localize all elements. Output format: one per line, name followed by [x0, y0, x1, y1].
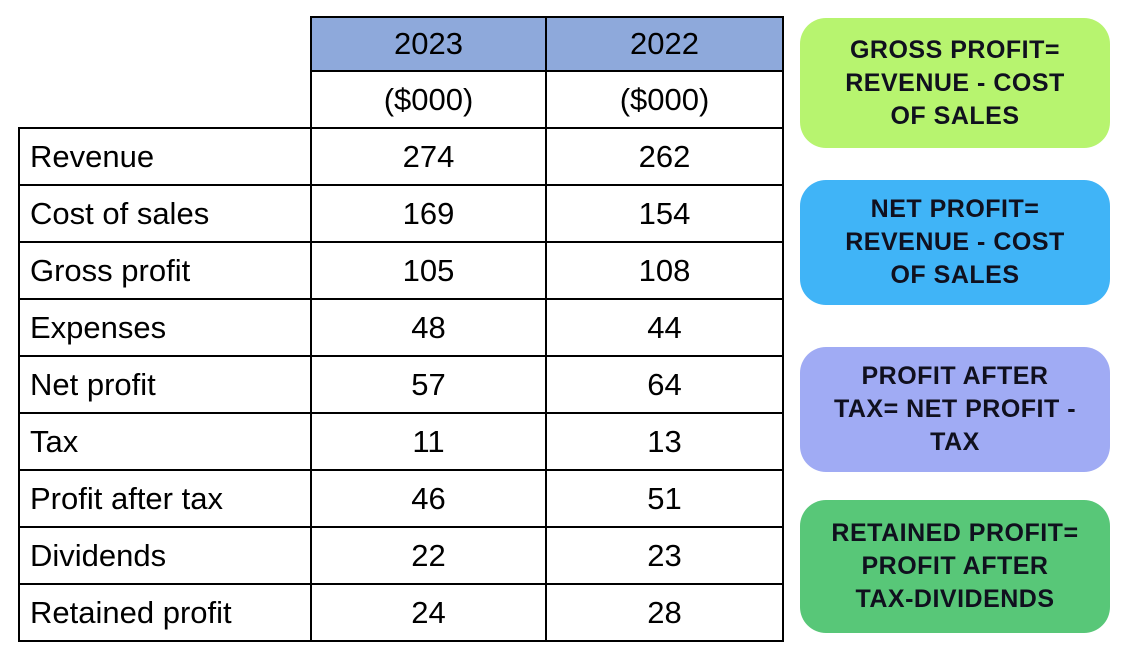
table-row-gross-profit: Gross profit 105 108	[18, 241, 784, 300]
table-unit-header-row: ($000) ($000)	[19, 70, 784, 129]
value-2023: 274	[310, 127, 547, 186]
table-row-tax: Tax 11 13	[18, 412, 784, 471]
table-year-header-row: 2023 2022	[19, 16, 784, 72]
row-label: Net profit	[18, 355, 312, 414]
value-2022: 44	[545, 298, 784, 357]
value-2023: 48	[310, 298, 547, 357]
table-row-retained-profit: Retained profit 24 28	[18, 583, 784, 642]
table-row-net-profit: Net profit 57 64	[18, 355, 784, 414]
value-2022: 28	[545, 583, 784, 642]
callout-line: OF SALES	[890, 261, 1020, 289]
callout-line: REVENUE - COST	[845, 228, 1065, 256]
row-label: Cost of sales	[18, 184, 312, 243]
callout-line: TAX= NET PROFIT -	[833, 395, 1077, 423]
callout-profit-after-tax-formula: PROFIT AFTER TAX= NET PROFIT - TAX	[800, 347, 1110, 472]
value-2023: 105	[310, 241, 547, 300]
callout-line: GROSS PROFIT=	[849, 35, 1060, 64]
table-row-expenses: Expenses 48 44	[18, 298, 784, 357]
callout-line: OF SALES	[890, 101, 1020, 130]
table-row-revenue: Revenue 274 262	[18, 127, 784, 186]
callout-retained-profit-formula: RETAINED PROFIT= PROFIT AFTER TAX-DIVIDE…	[800, 500, 1110, 633]
row-label: Retained profit	[18, 583, 312, 642]
value-2022: 13	[545, 412, 784, 471]
callout-net-profit-formula: NET PROFIT= REVENUE - COST OF SALES	[800, 180, 1110, 305]
value-2022: 262	[545, 127, 784, 186]
callout-gross-profit-formula: GROSS PROFIT= REVENUE - COST OF SALES	[800, 18, 1110, 148]
year-header-2022: 2022	[545, 16, 784, 72]
unit-cell-2023: ($000)	[310, 70, 547, 129]
row-label: Profit after tax	[18, 469, 312, 528]
financial-table: 2023 2022 ($000) ($000) Revenue 274 262 …	[18, 16, 784, 642]
callout-line: TAX-DIVIDENDS	[855, 585, 1055, 613]
unit-cell-2022: ($000)	[545, 70, 784, 129]
callout-line: TAX	[930, 428, 980, 456]
value-2022: 154	[545, 184, 784, 243]
year-header-2023: 2023	[310, 16, 547, 72]
table-row-cost-of-sales: Cost of sales 169 154	[18, 184, 784, 243]
row-label: Revenue	[18, 127, 312, 186]
value-2023: 11	[310, 412, 547, 471]
value-2022: 108	[545, 241, 784, 300]
value-2023: 169	[310, 184, 547, 243]
value-2023: 57	[310, 355, 547, 414]
callout-line: REVENUE - COST	[845, 68, 1065, 97]
row-label: Dividends	[18, 526, 312, 585]
value-2022: 23	[545, 526, 784, 585]
row-label: Expenses	[18, 298, 312, 357]
value-2023: 46	[310, 469, 547, 528]
header-spacer	[19, 71, 311, 128]
header-spacer	[19, 17, 311, 71]
table-row-dividends: Dividends 22 23	[18, 526, 784, 585]
value-2023: 24	[310, 583, 547, 642]
callout-line: PROFIT AFTER	[861, 552, 1049, 580]
value-2022: 51	[545, 469, 784, 528]
value-2023: 22	[310, 526, 547, 585]
row-label: Gross profit	[18, 241, 312, 300]
callout-line: PROFIT AFTER	[861, 362, 1049, 390]
table-row-profit-after-tax: Profit after tax 46 51	[18, 469, 784, 528]
callout-line: RETAINED PROFIT=	[831, 519, 1079, 547]
callout-line: NET PROFIT=	[870, 195, 1040, 223]
row-label: Tax	[18, 412, 312, 471]
value-2022: 64	[545, 355, 784, 414]
